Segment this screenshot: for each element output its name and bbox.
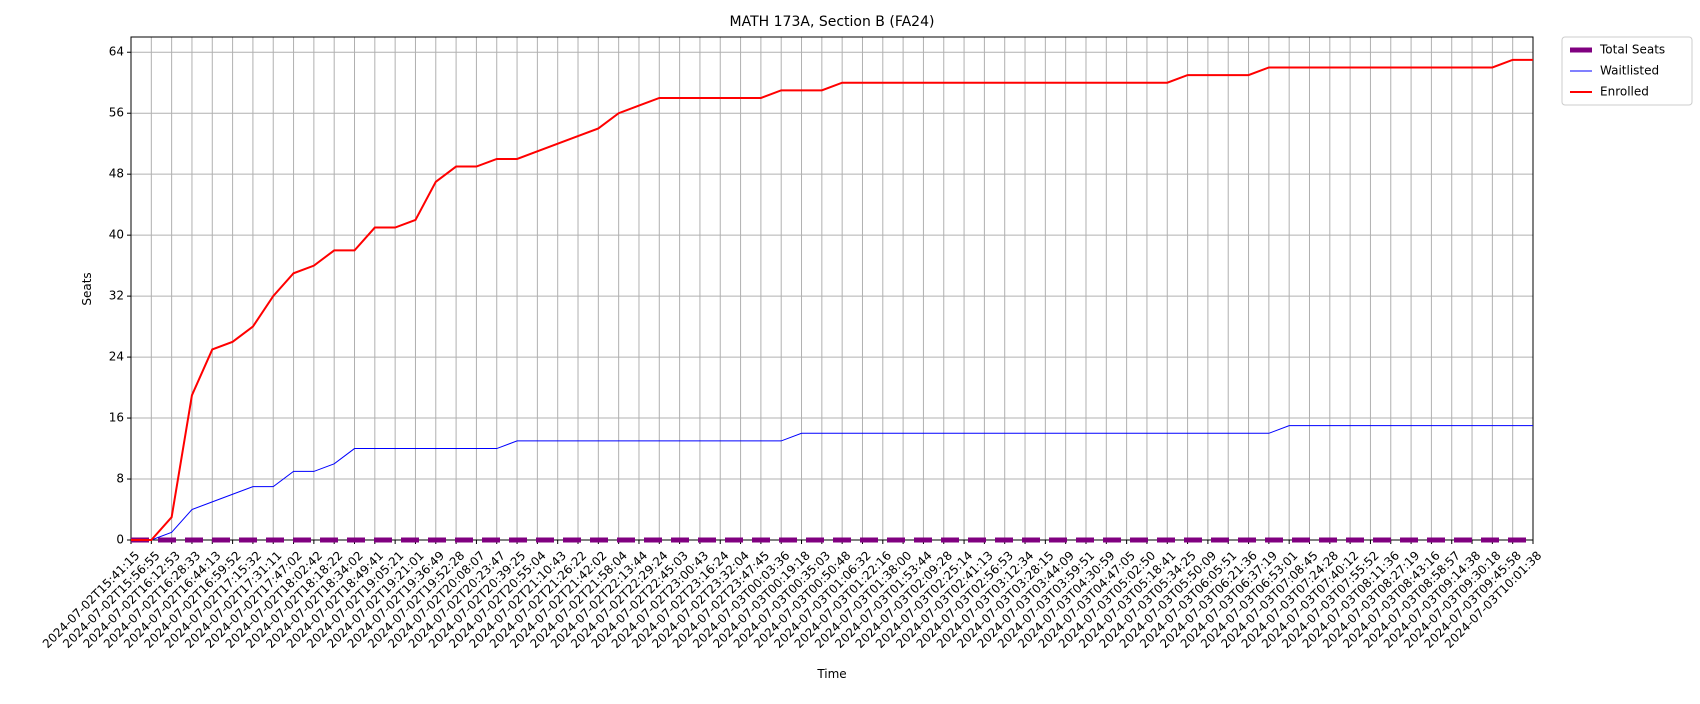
line-1	[131, 425, 1533, 541]
y-tick-label: 24	[109, 350, 124, 364]
y-tick-label: 8	[116, 472, 124, 486]
y-tick-label: 64	[109, 45, 124, 59]
y-tick-label: 0	[116, 533, 124, 547]
y-tick-label: 40	[109, 228, 124, 242]
y-tick-label: 32	[109, 289, 124, 303]
y-tick-label: 48	[109, 167, 124, 181]
legend-label: Waitlisted	[1600, 64, 1659, 78]
legend-label: Total Seats	[1599, 43, 1665, 57]
plot-frame	[130, 36, 1534, 541]
y-axis-label: Seats	[80, 272, 94, 305]
legend-box	[1561, 36, 1693, 106]
y-tick-label: 56	[109, 106, 124, 120]
x-axis-label: Time	[816, 667, 846, 681]
chart-title: MATH 173A, Section B (FA24)	[730, 14, 935, 30]
y-tick-label: 16	[109, 411, 124, 425]
legend-label: Enrolled	[1600, 85, 1649, 99]
line-2	[131, 58, 1533, 541]
